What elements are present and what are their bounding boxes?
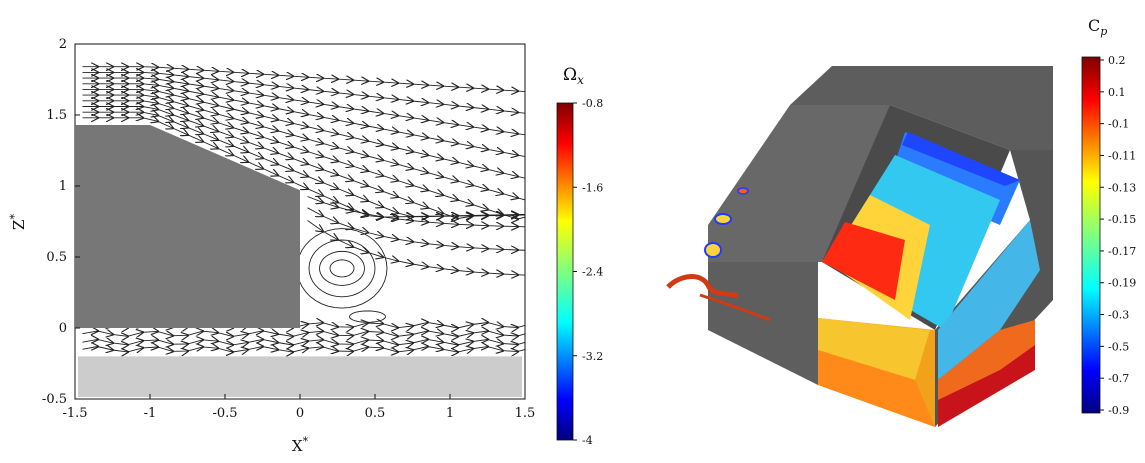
cp-colorbar: Cp 0.2 0.1 -0.1 -0.11 -0.13 -0.15 -0.17 -0.19 -0… — [1081, 16, 1136, 417]
rear-base-yellow — [818, 318, 930, 380]
x-axis-ticks: -1.5 -1 -0.5 0 0.5 1 1.5 — [62, 394, 535, 421]
cp-tick-label: 0.1 — [1108, 86, 1126, 99]
cp-tick-label: -0.17 — [1108, 245, 1136, 258]
x-tick-label: 1 — [446, 406, 454, 421]
vehicle-3d-render — [666, 66, 1053, 427]
cp-colorbar-title: Cp — [1088, 16, 1107, 38]
streamline — [307, 220, 525, 276]
vortex-tube-small — [699, 293, 771, 322]
vehicle-body — [75, 124, 300, 328]
x-tick-label: 0.5 — [365, 406, 386, 421]
vortex-core-2 — [714, 213, 732, 225]
x-tick-label: -1.5 — [62, 406, 87, 421]
streamline — [319, 250, 365, 286]
left-lower-side — [708, 262, 818, 385]
vortex-tube-large — [666, 274, 739, 299]
cp-tick-label: -0.7 — [1108, 372, 1129, 385]
vortex-core-1 — [704, 242, 722, 258]
ground-plane — [78, 356, 522, 397]
x-tick-label: -1 — [144, 406, 157, 421]
y-axis-ticks: -0.5 0 0.5 1 1.5 2 — [42, 37, 80, 407]
cp-tick-label: -0.13 — [1108, 181, 1136, 194]
cp-tick-label: -0.15 — [1108, 213, 1136, 226]
y-tick-label: 2 — [59, 37, 67, 52]
cp-tick-label: -0.19 — [1108, 277, 1136, 290]
omega-tick-label: -3.2 — [582, 350, 603, 363]
streamline — [308, 239, 376, 298]
omega-colorbar-ticks: -0.8 -1.6 -2.4 -3.2 -4 — [573, 97, 603, 447]
cp-tick-label: -0.1 — [1108, 118, 1129, 131]
slant-cp-red — [822, 222, 905, 300]
roof-edge-blue — [902, 132, 1020, 186]
omega-colorbar-gradient — [556, 102, 574, 441]
cp-tick-label: 0.2 — [1108, 54, 1126, 67]
rear-base-orange — [818, 350, 935, 427]
streamlines — [82, 67, 525, 353]
vortex-core-3 — [737, 187, 749, 195]
y-tick-label: -0.5 — [42, 392, 67, 407]
y-tick-label: 0 — [59, 321, 67, 336]
omega-tick-label: -0.8 — [582, 97, 603, 110]
cp-tick-label: -0.3 — [1108, 309, 1129, 322]
omega-tick-label: -2.4 — [582, 266, 603, 279]
omega-colorbar: Ωx -0.8 -1.6 -2.4 -3.2 -4 — [556, 65, 603, 447]
streamline-plot: -1.5 -1 -0.5 0 0.5 1 1.5 -0.5 0 0.5 1 1.5 2 X* Z* — [8, 37, 535, 455]
streamline — [82, 347, 525, 353]
x-tick-label: 0 — [296, 406, 304, 421]
x-tick-label: -0.5 — [212, 406, 237, 421]
cp-tick-label: -0.5 — [1108, 340, 1129, 353]
x-axis-label: X* — [292, 435, 309, 455]
y-tick-label: 1.5 — [46, 108, 67, 123]
vortex-structures — [666, 187, 771, 322]
cp-tick-label: -0.11 — [1108, 149, 1136, 162]
cp-colorbar-gradient — [1081, 56, 1101, 414]
y-axis-label: Z* — [8, 214, 28, 230]
cp-tick-label: -0.9 — [1108, 404, 1129, 417]
omega-tick-label: -4 — [582, 434, 593, 447]
side-cp-red — [938, 345, 1035, 427]
cp-colorbar-ticks: 0.2 0.1 -0.1 -0.11 -0.13 -0.15 -0.17 -0.19 -0.3 -… — [1100, 54, 1136, 417]
omega-tick-label: -1.6 — [582, 181, 603, 194]
x-tick-label: 1.5 — [515, 406, 536, 421]
y-tick-label: 1 — [59, 179, 67, 194]
y-tick-label: 0.5 — [46, 250, 67, 265]
side-cp-cyan — [938, 220, 1040, 380]
roof-panel — [790, 66, 1053, 150]
streamline — [329, 259, 355, 278]
omega-colorbar-title: Ωx — [563, 65, 584, 87]
